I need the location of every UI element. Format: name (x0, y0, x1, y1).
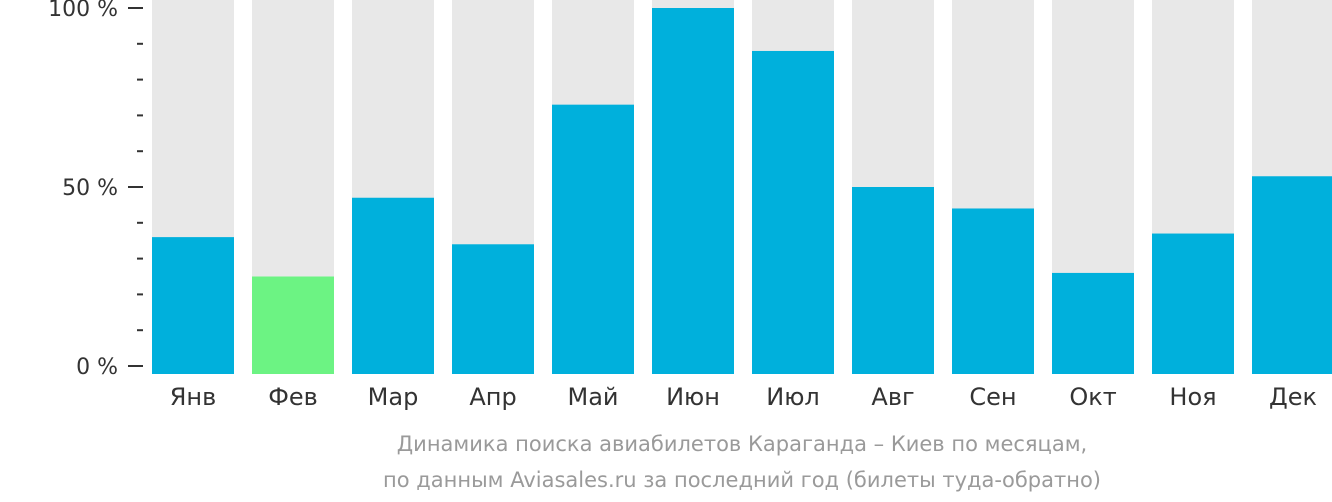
x-tick-label: Янв (170, 383, 217, 411)
x-tick-label: Мар (368, 383, 419, 411)
bar-12 (1252, 176, 1332, 374)
x-tick-label: Июл (766, 383, 820, 411)
y-tick-label: 0 % (76, 355, 118, 380)
bar-6 (652, 8, 734, 374)
x-tick-label: Окт (1069, 383, 1116, 411)
x-tick-label: Ноя (1169, 383, 1216, 411)
bar-1 (152, 237, 234, 374)
bar-3 (352, 197, 434, 374)
x-tick-label: Дек (1269, 383, 1317, 411)
bar-11 (1152, 233, 1234, 374)
bar-5 (552, 104, 634, 374)
bar-9 (952, 208, 1034, 374)
bar-8 (852, 187, 934, 374)
x-tick-label: Фев (268, 383, 318, 411)
caption-line-1: Динамика поиска авиабилетов Караганда – … (397, 432, 1087, 456)
x-tick-label: Авг (871, 383, 914, 411)
x-tick-label: Сен (969, 383, 1016, 411)
y-axis: 100 % 50 % 0 % (48, 0, 143, 380)
bar-10 (1052, 272, 1134, 374)
y-tick-label: 100 % (48, 0, 118, 22)
x-tick-label: Май (567, 383, 618, 411)
x-axis-labels: Янв Фев Мар Апр Май Июн Июл Авг Сен Окт Ноя Дек (170, 383, 1317, 411)
bar-2 (252, 276, 334, 374)
bar-7 (752, 50, 834, 375)
bar-4 (452, 244, 534, 374)
chart-caption: Динамика поиска авиабилетов Караганда – … (383, 432, 1101, 492)
caption-line-2: по данным Aviasales.ru за последний год … (383, 468, 1101, 492)
bars-group (152, 0, 1332, 375)
y-tick-label: 50 % (62, 176, 118, 201)
x-tick-label: Июн (666, 383, 720, 411)
x-tick-label: Апр (469, 383, 516, 411)
